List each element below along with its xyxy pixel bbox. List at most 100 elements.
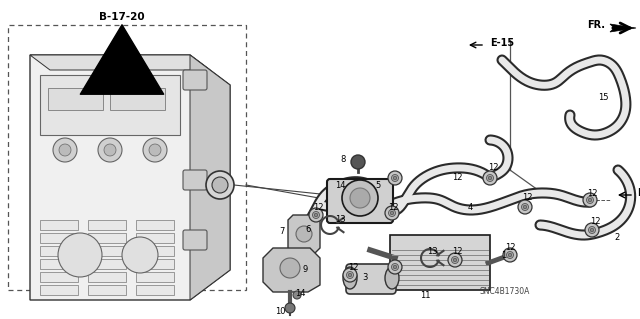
Text: 12: 12: [348, 263, 358, 272]
Text: 14: 14: [295, 288, 305, 298]
Text: 6: 6: [305, 226, 310, 234]
Circle shape: [149, 144, 161, 156]
Circle shape: [392, 174, 399, 182]
Circle shape: [508, 253, 512, 257]
Bar: [8, 25, 246, 290]
FancyBboxPatch shape: [327, 179, 393, 223]
Circle shape: [390, 211, 394, 215]
Bar: [88, 285, 126, 295]
Circle shape: [518, 200, 532, 214]
Circle shape: [104, 144, 116, 156]
Circle shape: [314, 213, 317, 217]
Circle shape: [343, 268, 357, 282]
Circle shape: [58, 233, 102, 277]
Text: E-15: E-15: [490, 38, 514, 48]
Circle shape: [388, 171, 402, 185]
Circle shape: [589, 226, 595, 234]
Bar: [88, 220, 126, 230]
Circle shape: [280, 258, 300, 278]
Bar: [40, 259, 78, 269]
Bar: [40, 233, 78, 243]
Text: 8: 8: [340, 155, 346, 165]
Circle shape: [585, 223, 599, 237]
FancyBboxPatch shape: [346, 264, 396, 294]
Bar: [40, 285, 78, 295]
Text: FR.: FR.: [587, 20, 605, 30]
Circle shape: [351, 155, 365, 169]
Circle shape: [348, 273, 352, 277]
Circle shape: [506, 251, 513, 258]
Circle shape: [206, 171, 234, 199]
Circle shape: [393, 265, 397, 269]
Circle shape: [583, 193, 597, 207]
Bar: [88, 233, 126, 243]
Circle shape: [483, 171, 497, 185]
Circle shape: [309, 208, 323, 222]
Bar: [88, 259, 126, 269]
Circle shape: [122, 237, 158, 273]
Bar: [136, 220, 174, 230]
Circle shape: [503, 248, 517, 262]
Ellipse shape: [343, 267, 357, 289]
Circle shape: [342, 180, 378, 216]
Text: 12: 12: [488, 164, 499, 173]
Text: 12: 12: [522, 194, 532, 203]
Text: 11: 11: [420, 291, 430, 300]
Text: 7: 7: [279, 227, 285, 236]
Circle shape: [212, 177, 228, 193]
Text: 2: 2: [614, 234, 620, 242]
FancyBboxPatch shape: [183, 170, 207, 190]
Polygon shape: [190, 55, 230, 300]
Polygon shape: [263, 248, 320, 292]
Circle shape: [385, 206, 399, 220]
Circle shape: [392, 263, 399, 271]
Circle shape: [522, 204, 529, 211]
Circle shape: [590, 228, 594, 232]
Bar: [40, 246, 78, 256]
Circle shape: [388, 260, 402, 274]
Circle shape: [296, 226, 312, 242]
FancyBboxPatch shape: [183, 230, 207, 250]
Bar: [40, 220, 78, 230]
Circle shape: [448, 253, 462, 267]
Circle shape: [486, 174, 493, 182]
Bar: [88, 272, 126, 282]
Circle shape: [488, 176, 492, 180]
Text: 4: 4: [467, 203, 472, 211]
Circle shape: [293, 291, 301, 299]
Circle shape: [451, 256, 458, 263]
Circle shape: [524, 205, 527, 209]
Bar: [136, 246, 174, 256]
Text: 12: 12: [313, 203, 323, 211]
Polygon shape: [610, 24, 636, 32]
Text: 12: 12: [505, 242, 515, 251]
Text: 12: 12: [452, 248, 462, 256]
Bar: [40, 272, 78, 282]
Text: 3: 3: [362, 272, 368, 281]
Text: 13: 13: [427, 248, 437, 256]
Bar: [390, 235, 490, 290]
Bar: [48, 88, 103, 110]
Text: 13: 13: [335, 214, 346, 224]
Bar: [40, 75, 180, 135]
Circle shape: [586, 197, 593, 204]
Polygon shape: [288, 215, 320, 253]
Circle shape: [98, 138, 122, 162]
Polygon shape: [30, 55, 230, 300]
Text: 12: 12: [452, 173, 462, 182]
Circle shape: [143, 138, 167, 162]
Circle shape: [350, 188, 370, 208]
Text: 12: 12: [589, 218, 600, 226]
Circle shape: [59, 144, 71, 156]
Ellipse shape: [385, 267, 399, 289]
Circle shape: [588, 198, 592, 202]
Bar: [110, 88, 165, 110]
Text: B-17-20: B-17-20: [99, 12, 145, 22]
Text: 1: 1: [501, 250, 507, 259]
Circle shape: [346, 271, 353, 278]
Polygon shape: [30, 55, 210, 70]
Circle shape: [453, 258, 457, 262]
Text: 15: 15: [598, 93, 608, 102]
Text: 12: 12: [388, 203, 398, 211]
Circle shape: [285, 303, 295, 313]
